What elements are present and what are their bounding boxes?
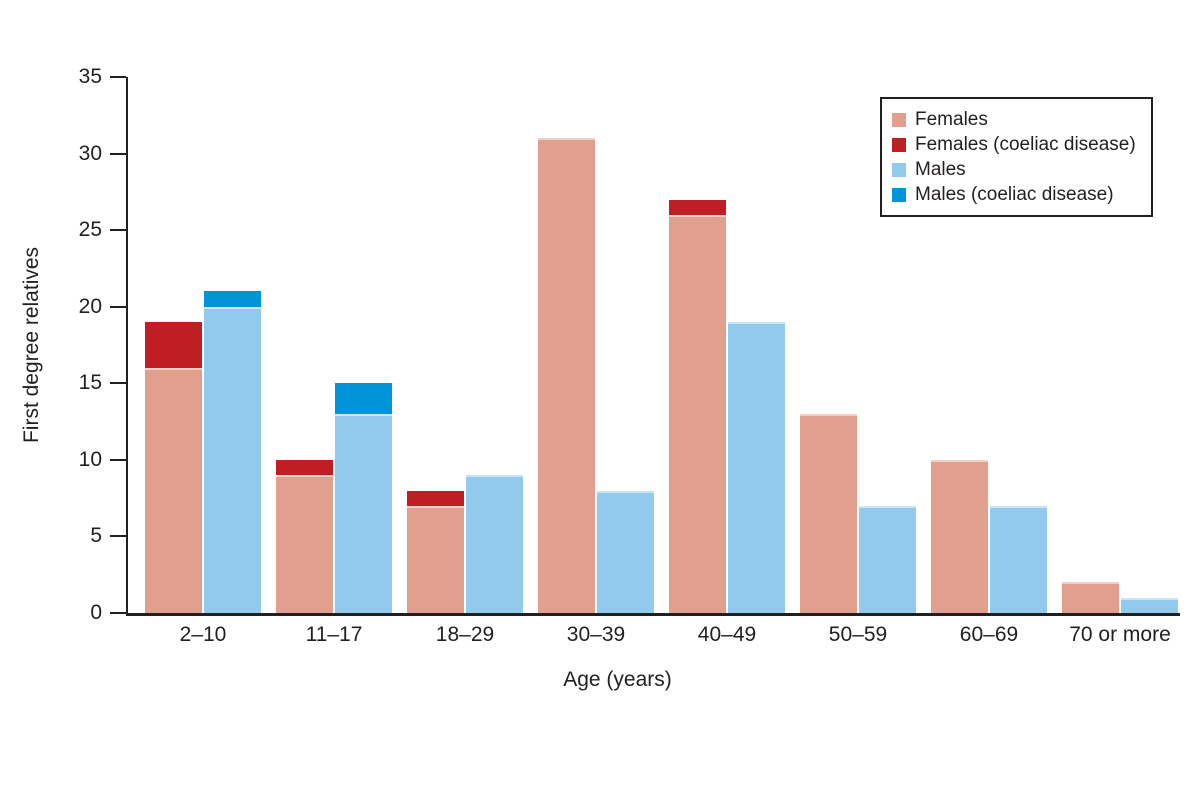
males-bar — [728, 322, 785, 613]
legend-item-label: Males — [915, 159, 966, 180]
bar-segment-males — [728, 322, 785, 613]
y-axis-tick-label: 15 — [78, 371, 102, 395]
bar-group — [800, 413, 916, 613]
x-axis-category-label: 30–39 — [566, 623, 626, 646]
legend-swatch-icon — [892, 187, 906, 202]
bar-segment-males — [1121, 597, 1178, 613]
y-axis-tick — [110, 305, 126, 308]
bars-container — [128, 77, 1180, 613]
x-axis-category-label: 40–49 — [697, 623, 757, 646]
bar-segment-females — [145, 367, 202, 613]
y-axis-tick — [110, 76, 126, 78]
y-axis-tick-label: 35 — [78, 65, 102, 88]
females-bar — [538, 138, 595, 613]
bar-group — [276, 383, 392, 613]
females-bar — [800, 413, 857, 613]
bar-group — [538, 138, 654, 613]
x-axis-title: Age (years) — [563, 668, 672, 691]
legend-item: Males (coeliac disease) — [892, 182, 1141, 207]
x-axis-category-label: 18–29 — [435, 623, 495, 646]
x-axis-category-labels: 2–10 11–17 18–29 30–39 40–49 50–59 60–69 70 or … — [128, 623, 1180, 647]
y-axis-tick-label: 25 — [78, 218, 102, 242]
y-axis-tick — [110, 382, 126, 385]
bar-segment-males — [859, 505, 916, 613]
legend-item: Females (coeliac disease) — [892, 132, 1141, 157]
males-bar — [990, 505, 1047, 613]
females-bar — [931, 459, 988, 613]
bar-segment-females — [931, 459, 988, 613]
bar-group — [407, 475, 523, 613]
legend-swatch-icon — [892, 162, 906, 177]
bar-group — [931, 459, 1047, 613]
bar-segment-females — [800, 413, 857, 613]
legend-item: Females — [892, 107, 1141, 132]
females-bar — [407, 490, 464, 613]
bar-segment-females-coeliac-disease — [145, 322, 202, 368]
females-bar — [669, 199, 726, 613]
plot-area: 0 5 10 15 20 25 30 35 — [79, 65, 1180, 624]
bar-segment-males — [335, 413, 392, 613]
bar-segment-males-coeliac-disease — [204, 291, 261, 307]
y-axis-tick-label: 10 — [78, 447, 102, 471]
males-bar — [597, 490, 654, 613]
legend-swatch-icon — [892, 137, 906, 152]
y-axis-tick — [110, 535, 126, 538]
y-axis-tick-label: 20 — [78, 294, 102, 318]
legend-swatch-icon — [892, 112, 906, 127]
y-axis-tick — [110, 612, 126, 614]
males-bar — [859, 505, 916, 613]
bar-segment-males-coeliac-disease — [335, 383, 392, 414]
x-axis-category-label: 2–10 — [179, 623, 227, 646]
females-bar — [145, 322, 202, 613]
bar-segment-males — [466, 475, 523, 613]
bar-group — [145, 291, 261, 613]
y-axis-tick — [110, 229, 126, 232]
bar-segment-females — [407, 505, 464, 613]
bar-segment-females — [1062, 582, 1119, 613]
bar-segment-females — [538, 138, 595, 613]
bar-segment-females — [669, 214, 726, 613]
y-axis-tick-label: 0 — [90, 601, 102, 624]
males-bar — [335, 383, 392, 613]
legend-item-label: Females — [915, 109, 988, 130]
legend: Females Females (coeliac disease) Males Mal… — [880, 97, 1153, 217]
bar-segment-females-coeliac-disease — [669, 199, 726, 215]
legend-item: Males — [892, 157, 1141, 182]
y-axis-title: First degree relatives — [8, 77, 56, 613]
y-axis-tick-label: 5 — [90, 524, 102, 548]
bar-segment-males — [990, 505, 1047, 613]
x-axis-category-label: 70 or more — [1069, 623, 1171, 646]
x-axis-category-label: 11–17 — [305, 623, 363, 646]
bar-segment-females-coeliac-disease — [407, 490, 464, 506]
bar-segment-males — [597, 490, 654, 613]
legend-item-label: Females (coeliac disease) — [915, 134, 1136, 155]
females-bar — [1062, 582, 1119, 613]
legend-item-label: Males (coeliac disease) — [915, 184, 1114, 205]
males-bar — [1121, 597, 1178, 613]
bar-segment-females-coeliac-disease — [276, 459, 333, 476]
y-axis-title-text: First degree relatives — [20, 246, 44, 444]
x-axis-category-label: 60–69 — [959, 623, 1019, 646]
males-bar — [204, 291, 261, 613]
y-axis-tick — [110, 152, 126, 155]
bar-group — [669, 199, 785, 613]
bar-group — [1062, 582, 1178, 613]
females-bar — [276, 459, 333, 613]
x-axis-category-label: 50–59 — [828, 623, 888, 646]
y-axis-tick — [110, 458, 126, 461]
y-axis-tick-label: 30 — [78, 141, 102, 165]
bar-segment-females — [276, 475, 333, 613]
males-bar — [466, 475, 523, 613]
bar-segment-males — [204, 306, 261, 613]
